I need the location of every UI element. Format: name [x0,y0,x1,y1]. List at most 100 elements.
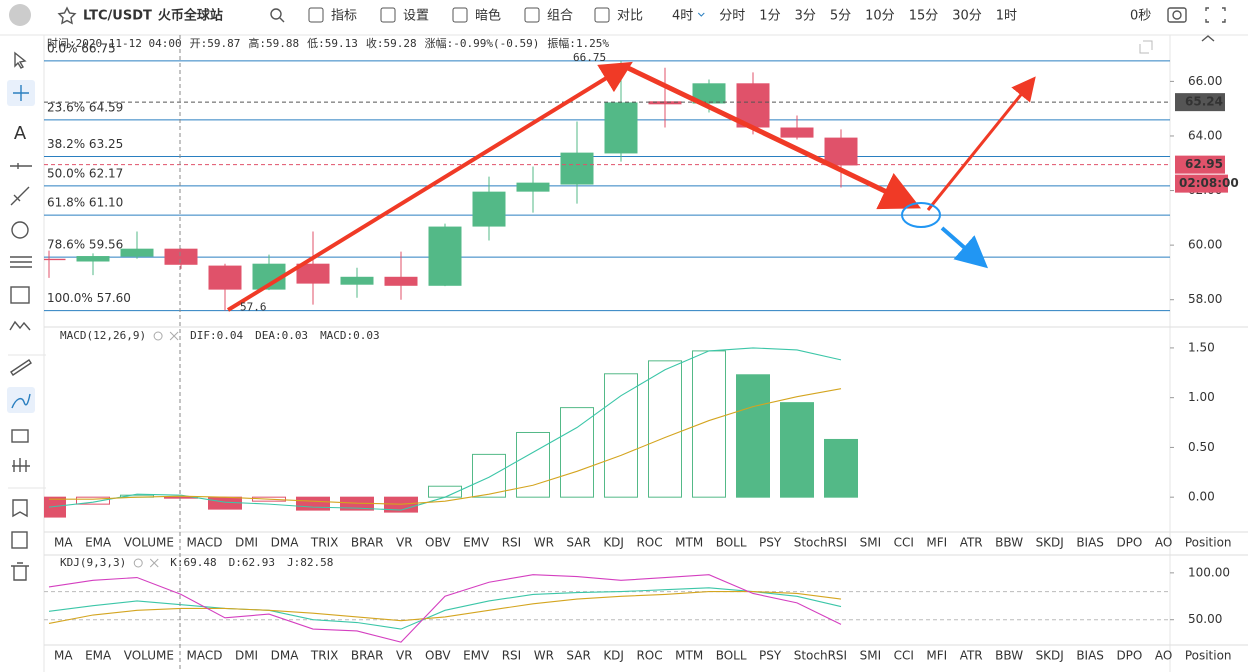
indicator-tab[interactable]: SMI [860,536,882,550]
indicator-tab[interactable]: Position [1185,649,1232,663]
trend-tool[interactable] [10,186,30,206]
indicator-tab[interactable]: DMI [235,649,258,663]
indicator-tab[interactable]: TRIX [310,649,338,663]
indicator-tab[interactable]: PSY [759,649,782,663]
indicator-tab[interactable]: SAR [566,536,590,550]
indicator-tab[interactable]: SKDJ [1036,536,1064,550]
indicator-tab[interactable]: RSI [502,649,522,663]
camera-icon[interactable] [1167,7,1187,23]
delete-tool[interactable] [11,562,29,581]
indicator-tab[interactable]: BBW [995,536,1023,550]
indicator-tab[interactable]: DPO [1116,536,1142,550]
indicator-tab[interactable]: VOLUME [124,649,174,663]
indicator-tab[interactable]: ATR [960,649,983,663]
indicator-tab[interactable]: StochRSI [794,649,847,663]
toolbar-button[interactable]: 暗色 [475,8,501,24]
indicator-tab[interactable]: MACD [186,649,222,663]
bookmark-tool[interactable] [12,499,28,518]
pattern-tool[interactable] [9,320,31,331]
settings-icon[interactable] [133,558,143,568]
indicator-tab[interactable]: VOLUME [124,536,174,550]
indicator-tab[interactable]: BBW [995,649,1023,663]
indicator-tab[interactable]: VR [396,536,413,550]
indicator-tab[interactable]: BIAS [1076,536,1104,550]
indicator-tab[interactable]: BRAR [351,649,384,663]
indicator-tab[interactable]: CCI [894,536,914,550]
toolbar-button[interactable]: 组合 [547,9,573,24]
search-icon[interactable] [270,8,282,20]
shape-tool[interactable] [11,221,29,239]
indicator-tab[interactable]: TRIX [310,536,338,550]
period-button[interactable]: 30分 [952,9,982,24]
indicator-tab[interactable]: BRAR [351,536,384,550]
indicator-tab[interactable]: EMA [85,536,112,550]
indicator-tab[interactable]: AO [1155,649,1172,663]
indicator-tab[interactable]: PSY [759,536,782,550]
indicator-tab[interactable]: CCI [894,649,914,663]
expand-icon[interactable] [1139,40,1153,54]
indicator-tab[interactable]: DMA [271,649,300,663]
indicator-tab[interactable]: EMA [85,649,112,663]
period-button[interactable]: 分时 [719,9,745,24]
period-button[interactable]: 5分 [830,9,851,24]
symbol[interactable]: LTC/USDT [83,9,152,24]
indicator-tab[interactable]: OBV [425,649,451,663]
period-button[interactable]: 15分 [909,9,939,24]
indicator-tab[interactable]: KDJ [603,536,624,550]
period-button[interactable]: 10分 [865,9,895,24]
indicator-tab[interactable]: RSI [502,536,522,550]
line-tool[interactable] [10,163,32,169]
fib-tool[interactable] [10,256,32,268]
crosshair-tool[interactable] [13,85,29,101]
indicator-tab[interactable]: MTM [675,536,703,550]
collapse-icon[interactable] [1201,35,1215,42]
cursor-tool[interactable] [14,51,27,69]
edit-tool[interactable] [11,531,28,549]
indicator-tab[interactable]: WR [534,536,554,550]
candles-tool[interactable] [12,458,30,472]
indicator-title[interactable]: MACD(12,26,9) [60,329,146,342]
indicator-tab[interactable]: SAR [566,649,590,663]
brush-tool[interactable] [11,393,31,409]
indicator-tab[interactable]: DMI [235,536,258,550]
indicator-tab[interactable]: ROC [636,649,662,663]
indicator-tab[interactable]: AO [1155,536,1172,550]
toolbar-button[interactable]: 指标 [331,9,357,24]
close-icon[interactable] [169,331,179,341]
indicator-tab[interactable]: BIAS [1076,649,1104,663]
indicator-tab[interactable]: SKDJ [1036,649,1064,663]
indicator-tab[interactable]: MA [54,649,73,663]
period-button[interactable]: 3分 [795,9,816,24]
logo[interactable] [9,4,31,26]
indicator-tab[interactable]: SMI [860,649,882,663]
indicator-tab[interactable]: MA [54,536,73,550]
toolbar-button[interactable]: 对比 [617,9,643,24]
lock-tool[interactable] [11,429,29,443]
indicator-tab[interactable]: MFI [926,649,947,663]
indicator-tab[interactable]: StochRSI [794,536,847,550]
text-tool[interactable]: A [14,123,27,144]
indicator-tab[interactable]: EMV [463,649,490,663]
star-icon[interactable] [57,6,77,25]
indicator-tab[interactable]: DPO [1116,649,1142,663]
toolbar-button[interactable]: 设置 [403,9,429,24]
indicator-tab[interactable]: ROC [636,536,662,550]
indicator-tab[interactable]: BOLL [716,649,747,663]
indicator-tab[interactable]: KDJ [603,649,624,663]
period-button[interactable]: 1时 [996,9,1017,24]
close-icon[interactable] [149,558,159,568]
indicator-tab[interactable]: VR [396,649,413,663]
period-button[interactable]: 4时 [672,9,693,24]
indicator-tab[interactable]: WR [534,649,554,663]
indicator-tab[interactable]: EMV [463,536,490,550]
indicator-tab[interactable]: OBV [425,536,451,550]
indicator-tab[interactable]: MACD [186,536,222,550]
measure-tool[interactable] [10,286,30,304]
period-button[interactable]: 1分 [759,9,780,24]
indicator-tab[interactable]: MFI [926,536,947,550]
indicator-tab[interactable]: DMA [271,536,300,550]
indicator-tab[interactable]: MTM [675,649,703,663]
ruler-tool[interactable] [10,359,32,376]
indicator-tab[interactable]: ATR [960,536,983,550]
settings-icon[interactable] [153,331,163,341]
